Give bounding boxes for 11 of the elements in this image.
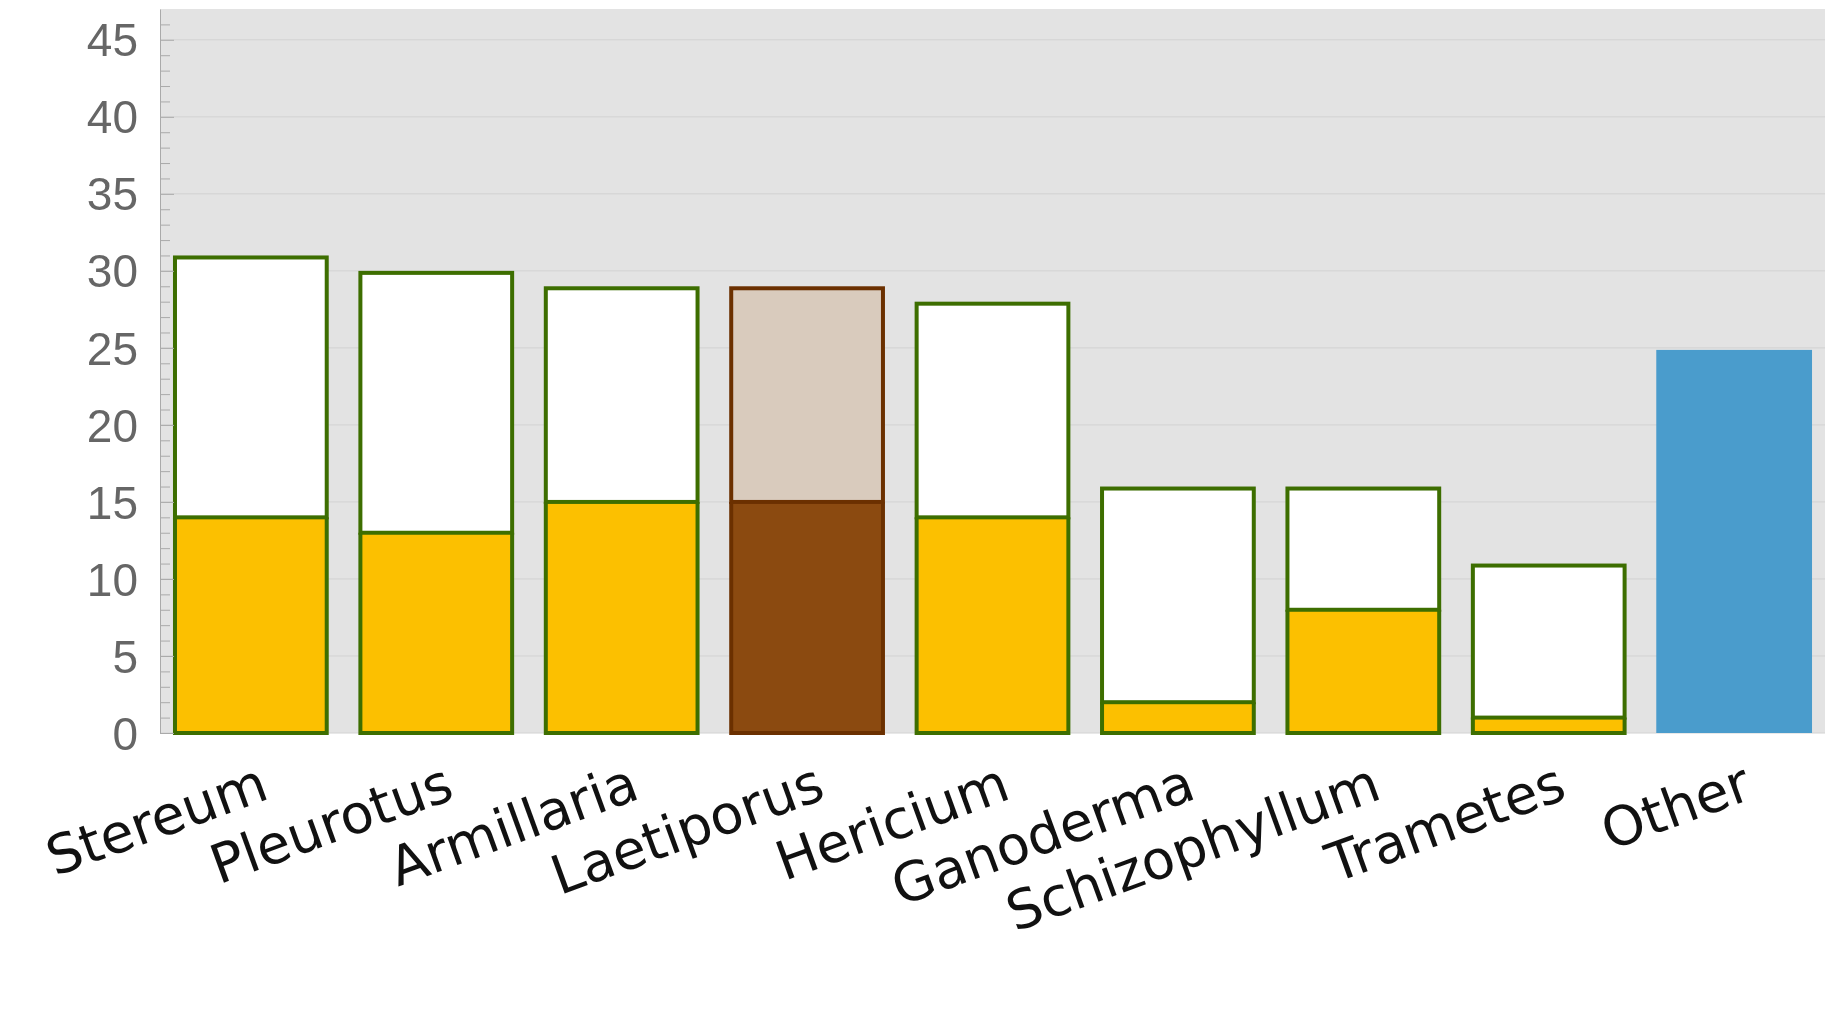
y-tick-label: 45 bbox=[86, 14, 138, 67]
y-tick-label: 10 bbox=[86, 553, 138, 606]
x-tick-label: Other bbox=[1592, 750, 1760, 863]
y-tick-label: 20 bbox=[86, 399, 138, 452]
y-tick-label: 30 bbox=[86, 245, 138, 298]
y-tick-label: 40 bbox=[86, 91, 138, 144]
y-tick-label: 25 bbox=[86, 322, 138, 375]
y-tick-label: 35 bbox=[86, 168, 138, 221]
y-tick-label: 5 bbox=[112, 630, 138, 683]
y-tick-label: 0 bbox=[112, 707, 138, 760]
y-tick-label: 15 bbox=[86, 476, 138, 529]
